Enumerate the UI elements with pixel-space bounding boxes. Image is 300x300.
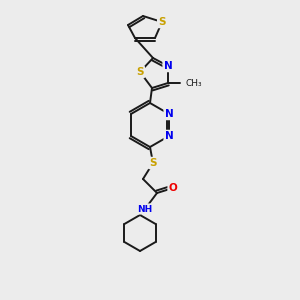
Text: CH₃: CH₃	[186, 79, 202, 88]
Text: S: S	[158, 17, 166, 27]
Text: N: N	[165, 109, 173, 119]
Text: S: S	[136, 67, 144, 77]
Text: N: N	[164, 61, 172, 71]
Text: S: S	[149, 158, 157, 168]
Text: N: N	[165, 131, 173, 141]
Text: NH: NH	[137, 205, 153, 214]
Text: O: O	[169, 183, 177, 193]
